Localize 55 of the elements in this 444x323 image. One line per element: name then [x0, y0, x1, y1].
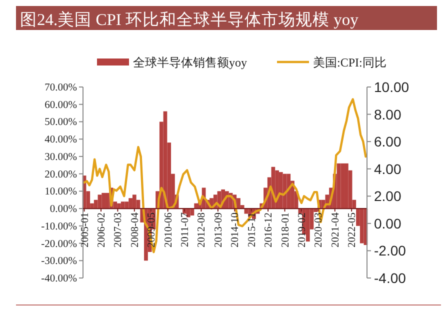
legend-label: 美国:CPI:同比 — [313, 56, 386, 70]
bar — [120, 202, 125, 209]
y2-tick-label: 2.00 — [374, 188, 402, 204]
x-tick-label: 2015-11 — [246, 212, 258, 248]
y2-tick-label: 8.00 — [374, 106, 402, 122]
x-tick-label: 2006-02 — [96, 212, 108, 248]
bar — [336, 163, 341, 209]
y2-tick-label: -2.00 — [374, 242, 406, 259]
y-tick-label: 50.00% — [44, 117, 78, 128]
bar — [128, 198, 132, 209]
y-tick-label: -30.00% — [41, 256, 78, 268]
bar — [360, 208, 364, 244]
bar — [236, 198, 240, 209]
x-tick-label: 2019-02 — [296, 212, 308, 248]
legend-label: 全球半导体销售额yoy — [133, 56, 247, 70]
y2-tick-label: 10.00 — [374, 79, 410, 95]
x-tick-label: 2018-01 — [280, 212, 292, 248]
x-tick-label: 2014-10 — [230, 212, 242, 248]
bar — [340, 163, 345, 209]
x-tick-label: 2005-01 — [80, 212, 91, 248]
line-series — [83, 98, 367, 254]
x-tick-label: 2010-06 — [163, 212, 174, 248]
x-tick-label: 2020-03 — [314, 212, 325, 248]
x-tick-label: 2009-05 — [146, 212, 158, 248]
bar — [186, 208, 190, 218]
bar — [306, 208, 310, 242]
y-tick-label: 20.00% — [44, 169, 78, 180]
y-tick-label: 70.00% — [44, 82, 78, 94]
y2-tick-label: 6.00 — [374, 134, 402, 150]
y-tick-label: -40.00% — [41, 274, 78, 284]
x-tick-label: 2012-08 — [196, 212, 208, 248]
bar — [102, 192, 106, 209]
y2-tick-label: 4.00 — [374, 160, 402, 177]
x-tick-label: 2021-04 — [330, 212, 342, 248]
chart-title: 图24.美国 CPI 环比和全球半导体市场规模 yoy — [20, 10, 360, 29]
bar — [278, 172, 283, 209]
y2-tick-label: -4.00 — [374, 270, 406, 286]
y-tick-label: 40.00% — [44, 134, 78, 146]
x-tick-label: 2011-07 — [180, 212, 192, 248]
y-tick-label: 0.00% — [50, 204, 78, 216]
bar — [344, 163, 348, 209]
y-tick-label: 30.00% — [44, 152, 78, 163]
y-tick-label: 60.00% — [44, 100, 78, 111]
bar — [194, 203, 198, 209]
x-tick-label: 2007-03 — [113, 212, 124, 248]
x-tick-label: 2008-04 — [130, 212, 141, 248]
y-tick-label: -20.00% — [41, 238, 78, 250]
x-tick-label: 2013-09 — [213, 212, 224, 248]
y-tick-label: 10.00% — [44, 186, 78, 198]
bar — [132, 194, 136, 209]
y2-tick-label: 0.00 — [374, 215, 402, 232]
x-tick-label: 2016-12 — [264, 212, 275, 248]
bar — [117, 203, 121, 209]
y-tick-label: -10.00% — [41, 221, 78, 232]
x-tick-label: 2022-05 — [347, 212, 358, 248]
